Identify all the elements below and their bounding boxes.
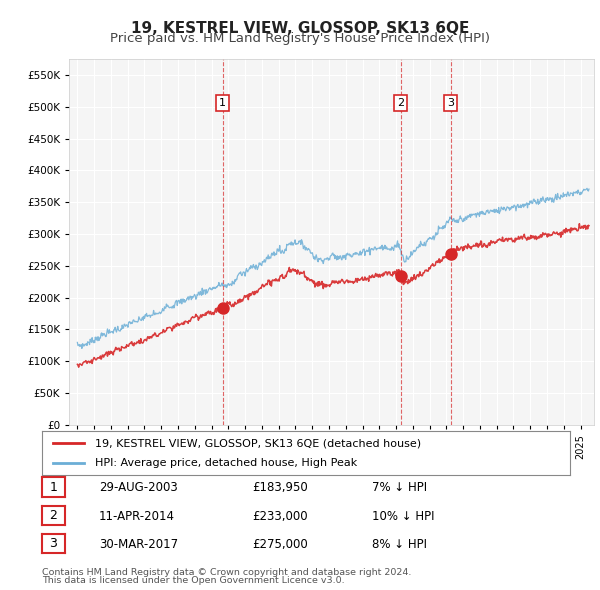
Text: 8% ↓ HPI: 8% ↓ HPI — [372, 538, 427, 551]
Text: £275,000: £275,000 — [252, 538, 308, 551]
Text: 3: 3 — [49, 537, 58, 550]
Text: 3: 3 — [447, 98, 454, 108]
Text: 19, KESTREL VIEW, GLOSSOP, SK13 6QE: 19, KESTREL VIEW, GLOSSOP, SK13 6QE — [131, 21, 469, 35]
Text: This data is licensed under the Open Government Licence v3.0.: This data is licensed under the Open Gov… — [42, 576, 344, 585]
Text: £233,000: £233,000 — [252, 510, 308, 523]
Text: 1: 1 — [219, 98, 226, 108]
Text: HPI: Average price, detached house, High Peak: HPI: Average price, detached house, High… — [95, 458, 357, 467]
Text: 29-AUG-2003: 29-AUG-2003 — [99, 481, 178, 494]
Text: 11-APR-2014: 11-APR-2014 — [99, 510, 175, 523]
Text: £183,950: £183,950 — [252, 481, 308, 494]
Text: Contains HM Land Registry data © Crown copyright and database right 2024.: Contains HM Land Registry data © Crown c… — [42, 568, 412, 577]
Text: 19, KESTREL VIEW, GLOSSOP, SK13 6QE (detached house): 19, KESTREL VIEW, GLOSSOP, SK13 6QE (det… — [95, 438, 421, 448]
Text: 2: 2 — [397, 98, 404, 108]
Text: 30-MAR-2017: 30-MAR-2017 — [99, 538, 178, 551]
Text: 10% ↓ HPI: 10% ↓ HPI — [372, 510, 434, 523]
Text: Price paid vs. HM Land Registry's House Price Index (HPI): Price paid vs. HM Land Registry's House … — [110, 32, 490, 45]
Text: 1: 1 — [49, 480, 58, 494]
Text: 7% ↓ HPI: 7% ↓ HPI — [372, 481, 427, 494]
Text: 2: 2 — [49, 509, 58, 522]
